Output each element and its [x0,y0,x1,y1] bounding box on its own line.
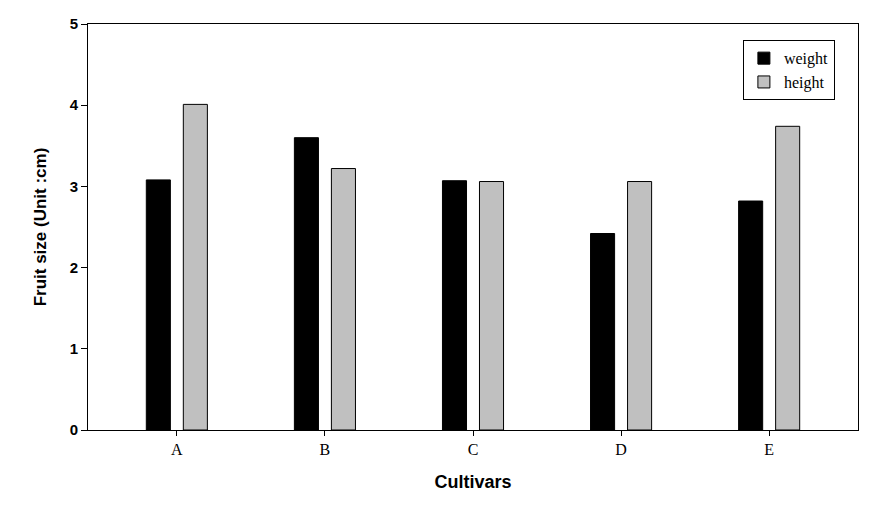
svg-text:weight: weight [784,50,828,68]
svg-text:Cultivars: Cultivars [434,472,511,492]
svg-text:E: E [764,441,774,458]
svg-text:4: 4 [70,96,79,113]
svg-text:1: 1 [70,340,78,357]
svg-text:C: C [468,441,479,458]
svg-text:height: height [784,74,825,92]
svg-text:0: 0 [70,421,78,438]
svg-text:2: 2 [70,259,78,276]
svg-text:D: D [615,441,627,458]
svg-text:3: 3 [70,178,78,195]
svg-text:B: B [320,441,331,458]
svg-text:5: 5 [70,15,78,32]
svg-text:Fruit size (Unit :cm): Fruit size (Unit :cm) [31,148,50,307]
svg-text:A: A [171,441,183,458]
